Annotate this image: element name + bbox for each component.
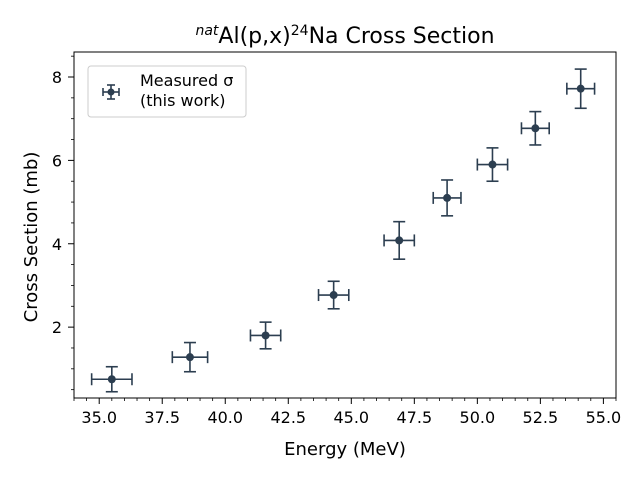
data-point — [171, 341, 209, 373]
x-tick-label: 40.0 — [207, 408, 243, 427]
point-marker — [261, 331, 270, 340]
x-tick-label: 37.5 — [144, 408, 180, 427]
point-marker — [443, 193, 452, 202]
x-tick-label: 52.5 — [523, 408, 559, 427]
plot-frame — [73, 51, 617, 399]
legend-label-line-1: Measured σ — [140, 71, 233, 90]
legend-point-marker — [107, 88, 115, 96]
data-point — [476, 147, 509, 183]
x-tick-label: 35.0 — [81, 408, 117, 427]
point-marker — [531, 124, 540, 133]
legend-box — [87, 65, 247, 118]
data-point — [432, 179, 462, 217]
data-point — [90, 365, 133, 393]
legend: Measured σ (this work) — [87, 65, 247, 118]
y-axis-label: Cross Section (mb) — [21, 152, 42, 323]
title-main-part-2: Na Cross Section — [309, 24, 495, 49]
x-tick-label: 55.0 — [586, 408, 622, 427]
title-superscript-mass: 24 — [291, 23, 309, 39]
title-main-part-1: Al(p,x) — [218, 24, 290, 49]
legend-label-line-2: (this work) — [140, 91, 225, 110]
x-tick-label: 50.0 — [460, 408, 496, 427]
x-tick-labels: 35.0 37.5 40.0 42.5 45.0 47.5 50.0 52.5 55.0 — [81, 408, 621, 427]
data-point — [566, 68, 596, 110]
data-point — [249, 321, 282, 350]
data-points — [90, 68, 596, 393]
data-point — [317, 280, 350, 310]
x-tick-label: 47.5 — [397, 408, 433, 427]
point-marker — [185, 353, 194, 362]
point-marker — [488, 160, 497, 169]
x-tick-label: 42.5 — [270, 408, 306, 427]
y-tick-label: 8 — [52, 68, 62, 87]
point-marker — [576, 84, 585, 93]
data-point — [383, 220, 416, 260]
y-tick-label: 2 — [52, 318, 62, 337]
point-marker — [395, 236, 404, 245]
chart-title: natAl(p,x)24Na Cross Section — [195, 23, 494, 49]
point-marker — [329, 291, 338, 300]
data-point — [520, 110, 550, 146]
x-axis-label: Energy (MeV) — [284, 439, 406, 460]
y-tick-label: 6 — [52, 151, 62, 170]
y-tick-labels: 2 4 6 8 — [52, 68, 62, 337]
point-marker — [107, 375, 116, 384]
title-superscript-nat: nat — [195, 23, 218, 39]
y-tick-label: 4 — [52, 235, 62, 254]
x-tick-label: 45.0 — [333, 408, 369, 427]
legend-marker-icon — [102, 84, 120, 100]
